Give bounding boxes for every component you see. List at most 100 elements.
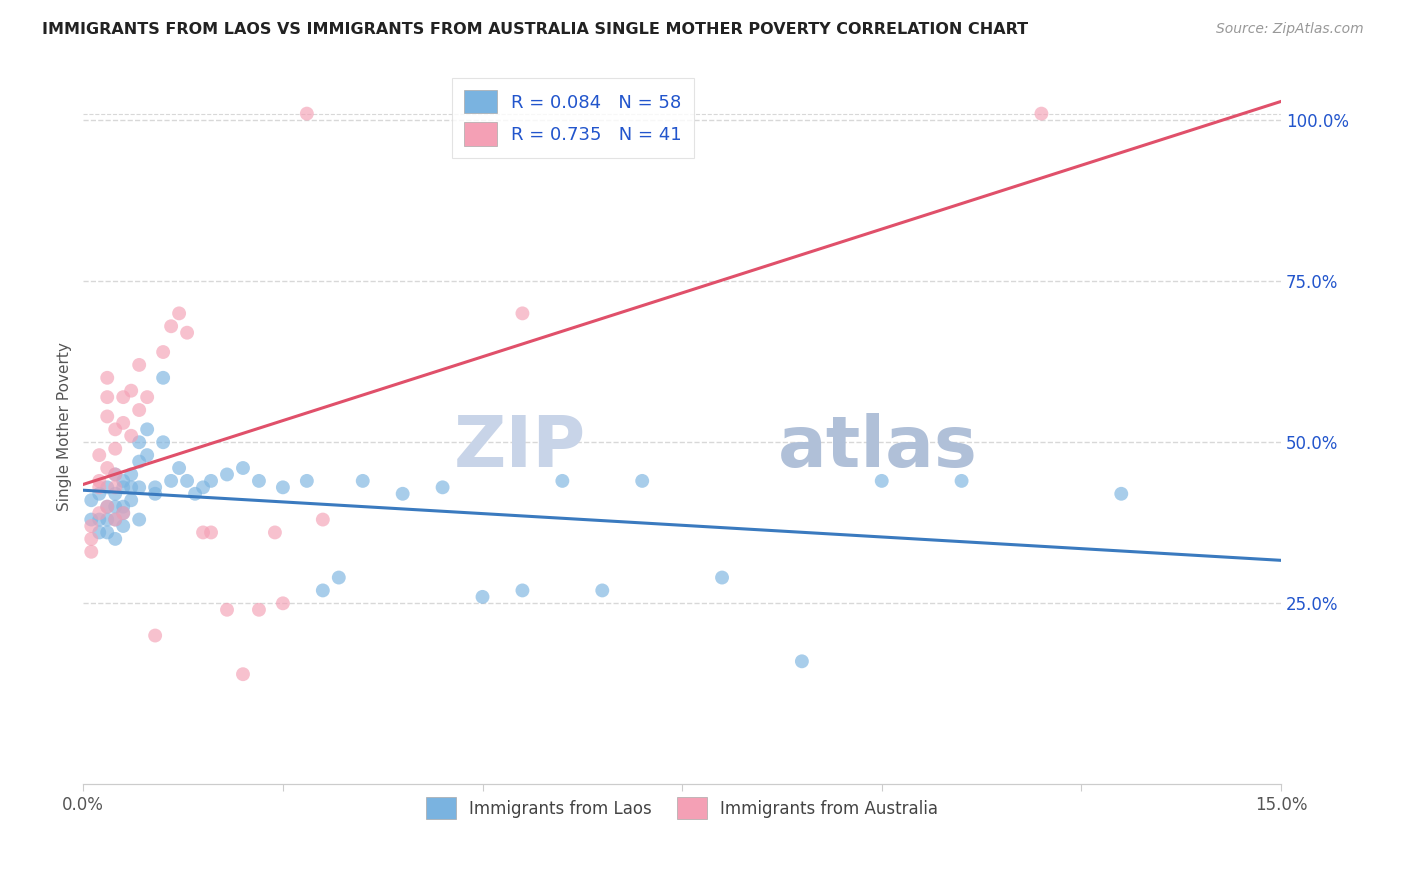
Point <box>120 384 142 398</box>
Point <box>247 603 270 617</box>
Text: ZIP: ZIP <box>454 413 586 482</box>
Point <box>191 480 214 494</box>
Point <box>128 454 150 468</box>
Point <box>191 525 214 540</box>
Point <box>128 403 150 417</box>
Point <box>80 512 103 526</box>
Point <box>176 474 198 488</box>
Point <box>112 390 135 404</box>
Point <box>232 461 254 475</box>
Point <box>96 390 118 404</box>
Point <box>295 474 318 488</box>
Point <box>215 467 238 482</box>
Point <box>312 583 335 598</box>
Point <box>143 628 166 642</box>
Point <box>391 487 413 501</box>
Point <box>112 506 135 520</box>
Y-axis label: Single Mother Poverty: Single Mother Poverty <box>58 342 72 510</box>
Point <box>112 519 135 533</box>
Point <box>152 371 174 385</box>
Point <box>80 493 103 508</box>
Point <box>1109 487 1132 501</box>
Point <box>80 532 103 546</box>
Point <box>96 461 118 475</box>
Point <box>89 487 111 501</box>
Point <box>551 474 574 488</box>
Point <box>89 474 111 488</box>
Point <box>512 583 534 598</box>
Point <box>271 596 294 610</box>
Point <box>120 480 142 494</box>
Point <box>104 467 127 482</box>
Point <box>112 474 135 488</box>
Point <box>112 416 135 430</box>
Point <box>136 448 159 462</box>
Point <box>167 461 190 475</box>
Point <box>96 480 118 494</box>
Point <box>112 506 135 520</box>
Point <box>232 667 254 681</box>
Point <box>96 371 118 385</box>
Point <box>104 422 127 436</box>
Point <box>96 500 118 514</box>
Point <box>432 480 454 494</box>
Text: Source: ZipAtlas.com: Source: ZipAtlas.com <box>1216 22 1364 37</box>
Point <box>104 500 127 514</box>
Point <box>152 345 174 359</box>
Point <box>96 512 118 526</box>
Point <box>870 474 893 488</box>
Point <box>215 603 238 617</box>
Point <box>128 512 150 526</box>
Point <box>184 487 207 501</box>
Point <box>128 435 150 450</box>
Text: atlas: atlas <box>778 413 977 482</box>
Point <box>96 525 118 540</box>
Point <box>104 442 127 456</box>
Point <box>120 429 142 443</box>
Point <box>136 390 159 404</box>
Point <box>160 474 183 488</box>
Point <box>104 512 127 526</box>
Point <box>152 435 174 450</box>
Point <box>120 467 142 482</box>
Point <box>328 570 350 584</box>
Point <box>167 306 190 320</box>
Point <box>512 306 534 320</box>
Point <box>950 474 973 488</box>
Point <box>711 570 734 584</box>
Point <box>471 590 494 604</box>
Point <box>176 326 198 340</box>
Point <box>89 512 111 526</box>
Point <box>96 409 118 424</box>
Point <box>200 474 222 488</box>
Point <box>143 487 166 501</box>
Point <box>104 480 127 494</box>
Point <box>143 480 166 494</box>
Point <box>247 474 270 488</box>
Point <box>271 480 294 494</box>
Point <box>1031 106 1053 120</box>
Text: IMMIGRANTS FROM LAOS VS IMMIGRANTS FROM AUSTRALIA SINGLE MOTHER POVERTY CORRELAT: IMMIGRANTS FROM LAOS VS IMMIGRANTS FROM … <box>42 22 1028 37</box>
Point <box>112 500 135 514</box>
Point <box>631 474 654 488</box>
Legend: Immigrants from Laos, Immigrants from Australia: Immigrants from Laos, Immigrants from Au… <box>419 790 945 825</box>
Point <box>120 493 142 508</box>
Point <box>89 448 111 462</box>
Point <box>104 532 127 546</box>
Point <box>104 487 127 501</box>
Point <box>96 500 118 514</box>
Point <box>104 467 127 482</box>
Point <box>591 583 613 598</box>
Point <box>312 512 335 526</box>
Point <box>104 512 127 526</box>
Point <box>352 474 374 488</box>
Point <box>264 525 287 540</box>
Point <box>160 319 183 334</box>
Point <box>200 525 222 540</box>
Point <box>136 422 159 436</box>
Point <box>80 519 103 533</box>
Point <box>89 480 111 494</box>
Point <box>112 480 135 494</box>
Point <box>128 480 150 494</box>
Point <box>295 106 318 120</box>
